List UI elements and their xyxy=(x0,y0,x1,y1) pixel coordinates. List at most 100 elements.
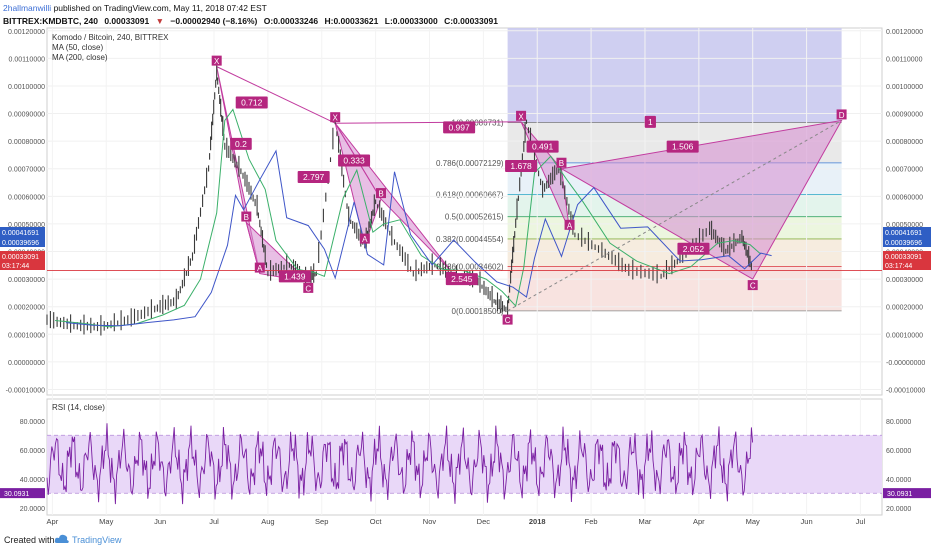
ma200-line xyxy=(65,149,772,327)
point-marker xyxy=(376,188,386,199)
y-right-tick-label: 0.00050000 xyxy=(886,222,923,229)
y-right-tick-label: 0.00060000 xyxy=(886,194,923,201)
price-tag-label: 0.00039696 xyxy=(2,240,39,247)
y-tick-label: 0.00070000 xyxy=(8,167,45,174)
fib-level-label: 0.786(0.00072129) xyxy=(436,159,504,168)
down-triangle-icon: ▼ xyxy=(155,16,165,26)
ratio-badge xyxy=(677,242,710,255)
ratio-badge xyxy=(338,154,371,167)
fib-level-label: 1(0.00086731) xyxy=(452,119,504,128)
price-tag xyxy=(0,251,45,261)
rsi-band xyxy=(47,435,882,494)
point-marker xyxy=(359,233,370,244)
ratio-label: 1.678 xyxy=(510,161,532,171)
ratio-label: 2.052 xyxy=(683,244,705,254)
point-marker xyxy=(211,55,222,66)
ratio-badge xyxy=(297,171,330,184)
point-marker xyxy=(747,280,758,291)
price-tag-right xyxy=(883,237,931,247)
ratio-badge xyxy=(526,140,559,153)
y-tick-label: 0.00110000 xyxy=(9,56,46,63)
price-tag-right-label: 0.00033091 xyxy=(885,254,922,261)
point-label: B xyxy=(378,190,383,199)
point-label: A xyxy=(257,264,263,273)
author-link[interactable]: 2hallmanwilli xyxy=(3,3,52,13)
x-tick-label: Apr xyxy=(693,517,705,526)
point-marker xyxy=(556,157,567,168)
candle-series xyxy=(46,59,752,336)
last-price: 0.00033091 xyxy=(104,16,150,26)
y-right-tick-label: -0.00000000 xyxy=(886,360,925,367)
rsi-value-tag-right xyxy=(883,488,931,499)
rsi-y-tick: 60.0000 xyxy=(20,448,45,455)
x-tick-label: Jun xyxy=(154,517,166,526)
ratio-label: 1.506 xyxy=(672,142,694,152)
footer: Created with TradingView xyxy=(0,528,932,550)
y-right-tick-label: 0.00110000 xyxy=(886,56,923,63)
x-tick-label: Feb xyxy=(585,517,598,526)
y-tick-label: 0.00090000 xyxy=(8,112,45,119)
publish-line: 2hallmanwilli published on TradingView.c… xyxy=(3,3,267,13)
x-tick-label: May xyxy=(99,517,113,526)
y-tick-label: 0.00060000 xyxy=(8,194,45,201)
y-right-tick-label: 0.00090000 xyxy=(886,112,923,119)
y-right-tick-label: 0.00080000 xyxy=(886,139,923,146)
y-right-tick-label: 0.00120000 xyxy=(886,29,923,36)
ma200-legend: MA (200, close) xyxy=(52,53,108,62)
rsi-y-right-tick: 20.0000 xyxy=(886,506,911,513)
y-right-tick-label: 0.00030000 xyxy=(886,277,923,284)
ratio-label: 0.333 xyxy=(343,155,365,165)
x-tick-label: Mar xyxy=(639,517,652,526)
low-value: L:0.00033000 xyxy=(384,16,438,26)
y-tick-label: 0.00080000 xyxy=(8,139,45,146)
ratio-label: 0.712 xyxy=(241,98,263,108)
fib-level-label: 0.382(0.00044554) xyxy=(436,235,504,244)
publish-info: published on TradingView.com, May 11, 20… xyxy=(53,3,267,13)
point-label: A xyxy=(567,221,573,230)
y-right-tick-label: 0.00020000 xyxy=(886,305,923,312)
x-tick-label: Jul xyxy=(209,517,219,526)
ohlc-line: BITTREX:KMDBTC, 240 0.00033091 ▼ −0.0000… xyxy=(3,16,502,26)
y-tick-label: 0.00000000 xyxy=(8,360,45,367)
symbol-label: BITTREX:KMDBTC, 240 xyxy=(3,16,98,26)
rsi-y-right-tick: 80.0000 xyxy=(886,419,911,426)
price-tag-right xyxy=(883,251,931,261)
point-label: B xyxy=(244,213,249,222)
close-value: C:0.00033091 xyxy=(444,16,498,26)
fib-zone xyxy=(507,266,842,311)
price-tag-right-label: 03:17:44 xyxy=(885,263,912,270)
rsi-value-label: 30.0931 xyxy=(4,491,29,498)
ratio-label: 1.439 xyxy=(284,271,306,281)
price-tag-right xyxy=(883,227,931,237)
point-label: X xyxy=(518,112,524,121)
y-right-tick-label: 0.00010000 xyxy=(886,332,923,339)
price-tag xyxy=(0,237,45,247)
point-marker xyxy=(836,109,847,120)
ratio-badge xyxy=(666,140,699,153)
x-tick-label: Apr xyxy=(47,517,59,526)
y-right-tick-label: 0.00070000 xyxy=(886,167,923,174)
point-label: C xyxy=(305,284,311,293)
x-tick-label: 2018 xyxy=(529,517,546,526)
y-right-tick-label: -0.00010000 xyxy=(886,387,925,394)
y-tick-label: 0.00050000 xyxy=(8,222,45,229)
x-tick-label: Aug xyxy=(261,517,274,526)
high-value: H:0.00033621 xyxy=(324,16,379,26)
y-tick-label: 0.00030000 xyxy=(8,277,45,284)
trading-chart[interactable]: 1(0.00086731) 0.786(0.00072129) 0.618(0.00… xyxy=(0,0,932,528)
fib-level-label: 0.5(0.00052615) xyxy=(445,213,504,222)
ratio-badge xyxy=(230,137,252,150)
harmonic-triangle xyxy=(335,121,522,124)
tradingview-cloud-icon xyxy=(54,533,70,547)
point-label: C xyxy=(750,282,756,291)
point-marker xyxy=(516,110,527,121)
tradingview-brand[interactable]: TradingView xyxy=(72,535,122,545)
y-tick-label: 0.00100000 xyxy=(8,84,45,91)
fib-level-label: 0(0.00018500) xyxy=(452,307,504,316)
point-marker xyxy=(502,314,513,325)
projection-line xyxy=(507,120,842,312)
rsi-line xyxy=(46,423,754,505)
chart-title: Komodo / Bitcoin, 240, BITTREX xyxy=(52,33,169,42)
point-label: X xyxy=(214,57,220,66)
point-label: X xyxy=(333,114,339,123)
